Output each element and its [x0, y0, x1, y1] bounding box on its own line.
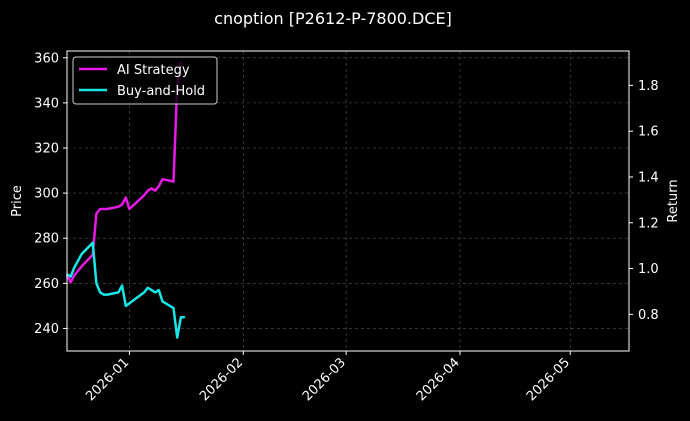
- right-tick-label: 1.2: [638, 216, 659, 231]
- data-point-buy-and-hold: [73, 266, 76, 269]
- x-tick-label: 2026-04: [414, 355, 463, 404]
- right-tick-label: 1.4: [638, 170, 659, 185]
- data-point-ai-strategy: [117, 205, 120, 208]
- data-point-buy-and-hold: [77, 259, 79, 262]
- chart-title: cnoption [P2612-P-7800.DCE]: [214, 9, 452, 28]
- data-point-buy-and-hold: [124, 305, 127, 307]
- x-tick-label: 2026-02: [197, 355, 246, 404]
- legend-label-ai-strategy: AI Strategy: [117, 63, 190, 78]
- right-y-axis: 0.8 1.0 1.2 1.4 1.6 1.8: [629, 79, 659, 323]
- data-point-ai-strategy: [150, 187, 153, 190]
- data-point-buy-and-hold: [176, 336, 178, 339]
- right-tick-label: 0.8: [638, 308, 659, 323]
- data-point-ai-strategy: [99, 208, 101, 210]
- data-point-buy-and-hold: [143, 291, 145, 294]
- data-point-buy-and-hold: [172, 307, 175, 309]
- data-point-buy-and-hold: [99, 291, 101, 294]
- data-point-buy-and-hold: [121, 284, 123, 287]
- data-point-ai-strategy: [102, 208, 105, 210]
- data-point-buy-and-hold: [102, 293, 105, 296]
- data-point-ai-strategy: [154, 189, 156, 192]
- data-point-ai-strategy: [172, 180, 175, 183]
- data-point-buy-and-hold: [158, 289, 160, 291]
- data-point-ai-strategy: [77, 270, 79, 272]
- data-point-ai-strategy: [143, 194, 145, 197]
- data-point-ai-strategy: [95, 212, 98, 215]
- left-tick-label: 340: [34, 96, 59, 111]
- data-point-buy-and-hold: [80, 253, 83, 255]
- x-tick-label: 2026-01: [83, 355, 132, 404]
- grid-lines: [67, 51, 629, 351]
- x-tick-label: 2026-05: [524, 355, 573, 404]
- data-point-ai-strategy: [128, 208, 131, 210]
- data-point-ai-strategy: [124, 196, 127, 199]
- x-tick-label: 2026-03: [300, 355, 349, 404]
- data-point-ai-strategy: [106, 208, 109, 210]
- data-point-buy-and-hold: [147, 287, 149, 289]
- data-point-buy-and-hold: [150, 289, 153, 291]
- plot-frame: [66, 50, 630, 352]
- legend-label-buy-and-hold: Buy-and-Hold: [117, 84, 205, 99]
- data-point-ai-strategy: [121, 203, 123, 206]
- data-point-ai-strategy: [161, 178, 164, 181]
- right-tick-label: 1.6: [638, 125, 659, 140]
- legend-box: [72, 56, 218, 105]
- data-point-buy-and-hold: [154, 291, 156, 294]
- left-tick-label: 360: [34, 51, 59, 66]
- right-tick-label: 1.0: [638, 262, 659, 277]
- left-y-axis: 240 260 280 300 320 340 360: [34, 51, 67, 337]
- data-point-buy-and-hold: [183, 316, 186, 318]
- legend: AI Strategy Buy-and-Hold: [72, 56, 218, 105]
- right-tick-label: 1.8: [638, 79, 659, 94]
- data-point-buy-and-hold: [95, 282, 98, 285]
- data-point-ai-strategy: [69, 281, 72, 284]
- left-tick-label: 320: [34, 141, 59, 156]
- data-point-buy-and-hold: [180, 316, 182, 318]
- left-tick-label: 300: [34, 187, 59, 202]
- data-point-buy-and-hold: [117, 291, 120, 294]
- data-point-buy-and-hold: [91, 241, 94, 244]
- y-axis-label-right: Return: [666, 179, 681, 222]
- y-axis-label-left: Price: [10, 185, 25, 217]
- data-point-ai-strategy: [158, 185, 160, 187]
- x-axis: 2026-01 2026-02 2026-03 2026-04 2026-05: [83, 351, 573, 404]
- left-tick-label: 260: [34, 277, 59, 292]
- data-point-buy-and-hold: [69, 275, 72, 278]
- data-point-ai-strategy: [147, 189, 149, 192]
- left-tick-label: 280: [34, 232, 59, 247]
- data-point-ai-strategy: [73, 274, 76, 277]
- series-layer: [65, 61, 186, 339]
- left-tick-label: 240: [34, 322, 59, 337]
- series-line-buy-and-hold: [66, 241, 185, 339]
- data-point-buy-and-hold: [161, 300, 164, 303]
- data-point-buy-and-hold: [106, 293, 109, 296]
- data-point-ai-strategy: [80, 265, 83, 268]
